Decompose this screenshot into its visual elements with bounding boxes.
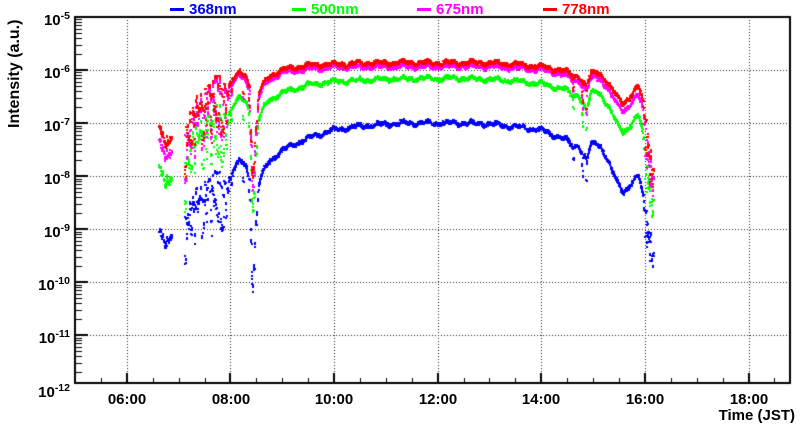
x-tick-label: 14:00 (521, 391, 561, 408)
x-tick-label: 18:00 (729, 391, 769, 408)
legend-label: 500nm (311, 1, 359, 18)
legend-label: 778nm (562, 1, 610, 18)
legend-dash-icon (543, 8, 557, 11)
legend-dash-icon (170, 8, 184, 11)
y-tick-label: 10-7 (43, 116, 70, 135)
x-tick-label: 12:00 (418, 391, 458, 408)
y-tick-label: 10-6 (43, 63, 70, 82)
x-tick-label: 10:00 (314, 391, 354, 408)
y-tick-label: 10-12 (38, 382, 70, 401)
x-tick-label: 08:00 (211, 391, 251, 408)
legend-label: 675nm (436, 1, 484, 18)
y-tick-label: 10-8 (43, 169, 70, 188)
legend-item-675nm: 675nm (417, 1, 484, 18)
y-tick-label: 10-9 (43, 222, 70, 241)
legend-item-368nm: 368nm (170, 1, 237, 18)
x-tick-label: 06:00 (107, 391, 147, 408)
x-tick-label: 16:00 (625, 391, 665, 408)
legend-item-500nm: 500nm (292, 1, 359, 18)
y-tick-label: 10-11 (38, 328, 70, 347)
y-tick-label: 10-5 (43, 10, 70, 29)
legend-dash-icon (417, 8, 431, 11)
x-axis-title: Time (JST) (718, 407, 795, 424)
legend-item-778nm: 778nm (543, 1, 610, 18)
y-tick-label: 10-10 (38, 275, 70, 294)
legend-dash-icon (292, 8, 306, 11)
legend-label: 368nm (189, 1, 237, 18)
